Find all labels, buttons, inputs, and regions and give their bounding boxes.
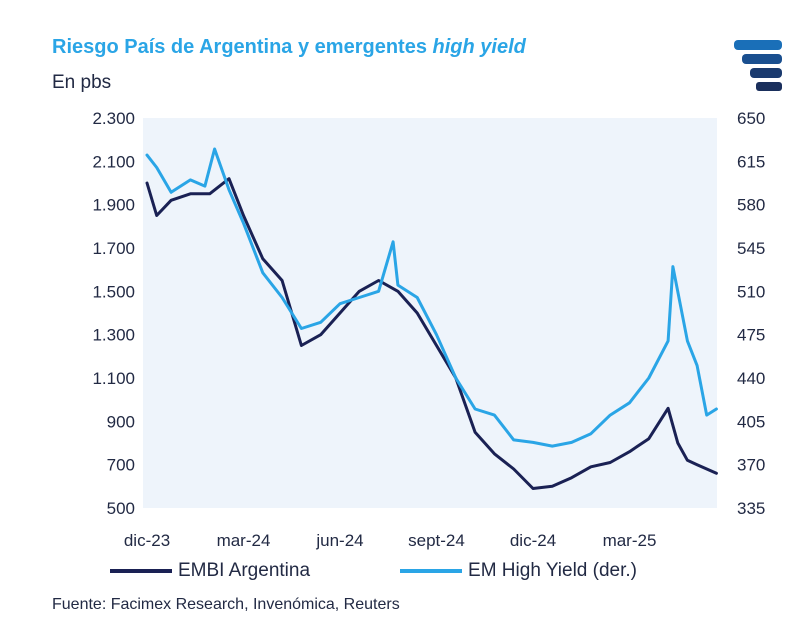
y-left-tick-label: 2.300 — [92, 109, 135, 128]
x-tick-label: mar-24 — [217, 531, 271, 550]
y-right-tick-label: 370 — [737, 456, 765, 475]
x-tick-label: sept-24 — [408, 531, 465, 550]
x-tick-label: dic-24 — [510, 531, 556, 550]
x-tick-label: dic-23 — [124, 531, 170, 550]
y-left-tick-label: 1.300 — [92, 326, 135, 345]
y-right-tick-label: 545 — [737, 239, 765, 258]
legend-swatch-embi — [110, 569, 172, 573]
y-left-tick-label: 1.100 — [92, 369, 135, 388]
x-tick-label: mar-25 — [603, 531, 657, 550]
em-high-yield-line — [145, 147, 718, 448]
y-right-tick-label: 650 — [737, 109, 765, 128]
y-right-tick-label: 510 — [737, 282, 765, 301]
y-right-tick-label: 405 — [737, 412, 765, 431]
y-right-tick-label: 475 — [737, 326, 765, 345]
chart-title: Riesgo País de Argentina y emergentes hi… — [52, 36, 526, 58]
y-right-tick-label: 580 — [737, 196, 765, 215]
y-left-tick-label: 500 — [107, 499, 135, 518]
source-note: Fuente: Facimex Research, Invenómica, Re… — [52, 596, 400, 613]
legend-label-embi: EMBI Argentina — [178, 560, 311, 581]
y-left-tick-label: 2.100 — [92, 152, 135, 171]
x-tick-label: jun-24 — [315, 531, 363, 550]
y-right-tick-label: 615 — [737, 152, 765, 171]
y-left-tick-label: 700 — [107, 456, 135, 475]
legend-label-em: EM High Yield (der.) — [468, 560, 637, 581]
y-left-tick-label: 900 — [107, 412, 135, 431]
facimex-logo-icon — [734, 40, 782, 91]
legend: EMBI Argentina EM High Yield (der.) — [110, 560, 637, 582]
legend-swatch-em — [400, 569, 463, 573]
y-left-tick-label: 1.700 — [92, 239, 135, 258]
y-left-tick-label: 1.900 — [92, 196, 135, 215]
chart-subtitle: En pbs — [52, 72, 112, 93]
y-right-tick-label: 335 — [737, 499, 765, 518]
y-left-tick-label: 1.500 — [92, 282, 135, 301]
plot-background — [143, 118, 717, 508]
embi-argentina-line — [145, 177, 718, 490]
y-right-tick-label: 440 — [737, 369, 765, 388]
